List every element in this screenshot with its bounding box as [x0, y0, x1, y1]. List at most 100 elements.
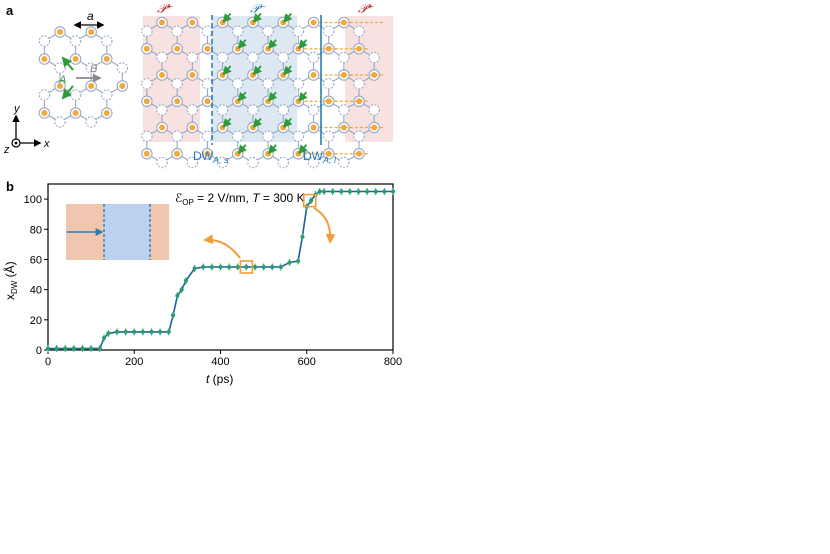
dipole-arrow [252, 117, 263, 128]
panel-a-label: a [6, 3, 14, 18]
field-annotation: ℰOP = 2 V/nm, T = 300 K [175, 191, 305, 207]
axis-y-label: y [13, 103, 21, 115]
data-point [287, 260, 292, 265]
site-b [141, 78, 153, 90]
dipole-arrow [237, 39, 247, 50]
site-a-dot [174, 98, 181, 105]
site-b [307, 51, 320, 64]
site-a-dot [72, 56, 79, 62]
data-point [321, 189, 327, 194]
region-right-label: 𝒫⁺ [358, 1, 374, 16]
data-point [270, 264, 275, 270]
site-b [201, 78, 214, 90]
data-point [261, 264, 266, 270]
site-b [85, 116, 97, 128]
site-b [101, 35, 113, 47]
dipole-arrow [267, 91, 278, 102]
site-b [322, 130, 335, 143]
data-point [63, 346, 68, 351]
dipole-arrow [252, 65, 263, 76]
site-a-dot [143, 150, 150, 157]
site-a-dot [174, 45, 181, 52]
site-a-dot [143, 45, 150, 52]
site-a-dot [325, 98, 332, 105]
site-a-dot [57, 83, 63, 89]
site-b [368, 51, 380, 64]
data-point [373, 189, 378, 194]
dipole-arrow [298, 91, 308, 102]
site-a-dot [159, 19, 165, 26]
data-point [365, 189, 370, 194]
data-point [339, 189, 344, 194]
site-b [38, 89, 51, 101]
data-point [101, 335, 107, 341]
x-tick-label: 600 [298, 356, 316, 368]
site-b [54, 62, 66, 74]
data-point [356, 189, 361, 194]
site-b [353, 25, 365, 37]
dipole-arrow [267, 144, 278, 155]
data-point [308, 198, 314, 203]
axis-ticks: 0 200 400 600 800 0 20 40 60 80 100 [24, 194, 403, 368]
data-point [227, 264, 232, 270]
site-b [116, 62, 129, 74]
site-a-dot [310, 19, 317, 26]
site-a-dot [57, 29, 63, 35]
data-point [123, 329, 128, 334]
site-b [322, 25, 335, 37]
x-tick-label: 400 [211, 356, 229, 368]
site-a-dot [325, 150, 332, 157]
dipole-arrow [222, 12, 232, 23]
site-b [232, 130, 244, 143]
y-tick-label: 0 [36, 345, 42, 357]
region-positive-right [345, 16, 393, 142]
lattice-constant-label: a [87, 9, 94, 23]
site-a-dot [356, 150, 363, 157]
y-tick-label: 80 [30, 224, 42, 236]
site-b [186, 156, 199, 169]
site-b-label: B [90, 63, 97, 75]
site-b [101, 89, 113, 101]
axis-z-label: z [3, 144, 10, 156]
site-b [292, 78, 305, 90]
site-b [353, 130, 365, 143]
site-b [69, 35, 82, 47]
region-mid-label: 𝒫⁻ [250, 1, 266, 16]
data-point [296, 258, 301, 264]
site-a-dot [103, 56, 110, 62]
site-a-dot [371, 124, 378, 131]
site-b [338, 51, 350, 64]
site-a-dot [88, 83, 95, 89]
site-b [156, 156, 168, 169]
data-point [140, 329, 145, 334]
domain-wall-lattice [141, 12, 384, 169]
data-point [382, 189, 387, 194]
site-a-dot [103, 110, 110, 116]
data-point [175, 293, 180, 298]
coordinate-axes: y x z [3, 103, 50, 156]
site-a-label: A [58, 74, 66, 86]
dw-long-label: DWA, l [303, 149, 337, 165]
site-b [232, 25, 244, 37]
site-b [292, 130, 305, 143]
site-a-dot [119, 83, 126, 89]
inset-negative-domain [104, 204, 150, 260]
site-b [156, 104, 168, 116]
site-a-dot [204, 45, 211, 52]
highlight-box [302, 193, 317, 208]
dipole-arrow-down [61, 85, 74, 100]
site-b [171, 78, 183, 90]
site-a-dot [340, 124, 347, 131]
site-a-dot [371, 72, 378, 78]
site-b [368, 104, 380, 116]
site-a-dot [204, 150, 211, 157]
dipole-arrow-up [61, 56, 74, 71]
data-point [235, 264, 240, 270]
site-a-dot [310, 72, 317, 78]
axis-x-label: x [43, 138, 50, 150]
data-point [106, 331, 111, 336]
site-b [85, 62, 97, 74]
data-point [300, 234, 305, 239]
panel-a: a a A B y x z 𝒫⁺ 𝒫⁻ 𝒫⁺ [3, 1, 393, 169]
